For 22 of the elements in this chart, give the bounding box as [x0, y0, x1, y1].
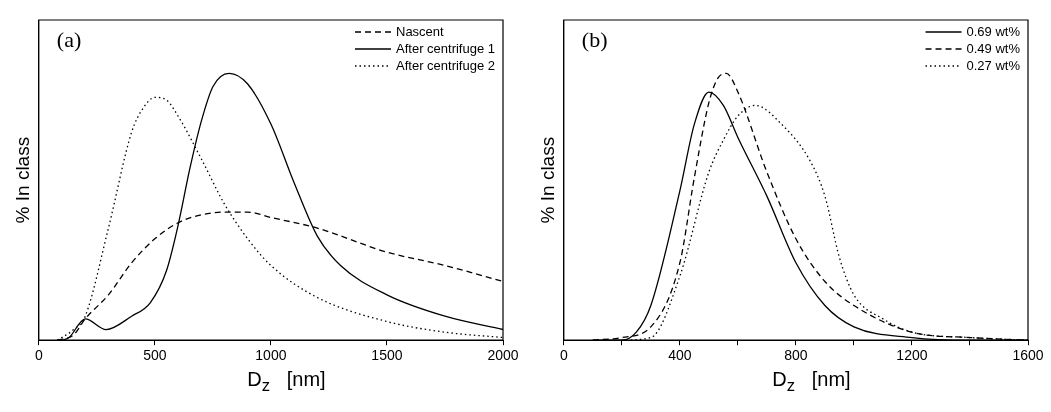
- legend-label: 0.69 wt%: [966, 23, 1021, 39]
- x-tick-label: 500: [143, 347, 167, 364]
- text: (b): [581, 26, 608, 52]
- x-tick-label: 800: [784, 347, 808, 364]
- x-tick-label: 1000: [255, 347, 287, 364]
- legend-label: After centrifuge 1: [396, 40, 495, 56]
- x-tick-label: 1200: [896, 347, 928, 364]
- x-tick-label: 2000: [487, 347, 519, 364]
- legend-label: 0.27 wt%: [966, 57, 1021, 73]
- x-tick-label: 0: [559, 347, 568, 364]
- x-tick-label: 1500: [371, 347, 403, 364]
- x-tick-label: 1600: [1012, 347, 1044, 364]
- x-axis-title: D$_{z}$ [nm]: [246, 368, 327, 396]
- legend-label: After centrifuge 2: [396, 57, 495, 73]
- x-tick-label: 400: [668, 347, 692, 364]
- y-axis-title: % In class: [11, 136, 33, 224]
- legend-label: Nascent: [396, 23, 445, 39]
- y-axis-title: % In class: [536, 136, 558, 224]
- x-axis-title: D$_{z}$ [nm]: [771, 368, 852, 396]
- x-tick-label: 0: [34, 347, 43, 364]
- legend-label: 0.49 wt%: [966, 40, 1021, 56]
- text: (a): [56, 26, 82, 52]
